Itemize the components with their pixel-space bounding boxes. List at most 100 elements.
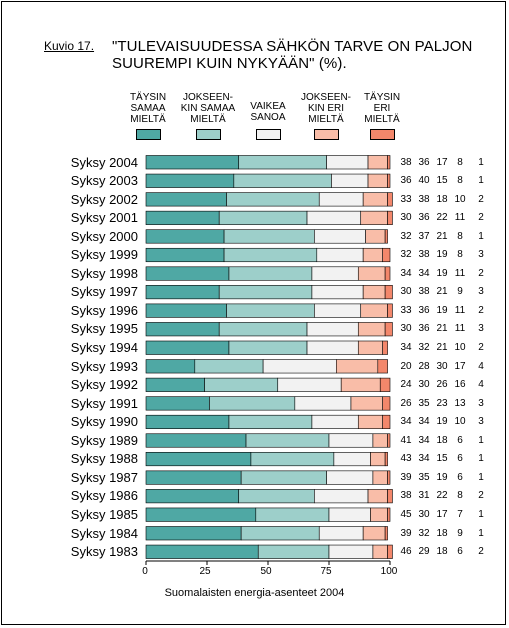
data-label: 32 bbox=[400, 230, 412, 242]
bar-segment bbox=[145, 396, 210, 411]
bar-segment bbox=[384, 451, 388, 467]
data-label: 38 bbox=[418, 286, 430, 298]
category-label: Syksy 1993 bbox=[70, 358, 138, 374]
data-label: 8 bbox=[457, 175, 463, 187]
bar-segment bbox=[357, 340, 383, 355]
data-label: 6 bbox=[457, 434, 463, 446]
bar-segment bbox=[145, 433, 247, 448]
bar-segment bbox=[145, 526, 242, 541]
data-label: 3 bbox=[478, 397, 484, 409]
data-label: 11 bbox=[454, 304, 466, 316]
data-label: 3 bbox=[478, 286, 484, 298]
bar-segment bbox=[360, 303, 388, 318]
data-label: 1 bbox=[478, 156, 484, 168]
bar-segment bbox=[145, 229, 225, 244]
data-label: 7 bbox=[457, 508, 463, 520]
data-label: 19 bbox=[436, 304, 448, 316]
bar-segment bbox=[384, 322, 393, 337]
bar-segment bbox=[382, 414, 391, 430]
data-label: 10 bbox=[454, 193, 466, 205]
bar-segment bbox=[218, 210, 308, 225]
bar-segment bbox=[145, 340, 230, 355]
bar-segment bbox=[382, 247, 391, 263]
bar-segment bbox=[387, 544, 393, 559]
legend-label-2: JOKSEEN- KIN SAMAA MIELTÄ bbox=[180, 92, 236, 125]
data-label: 11 bbox=[454, 212, 466, 224]
bar-segment bbox=[331, 173, 369, 188]
data-label: 1 bbox=[478, 230, 484, 242]
bar-segment bbox=[255, 507, 330, 522]
data-label: 34 bbox=[418, 453, 430, 465]
figure-label: Kuvio 17. bbox=[44, 39, 95, 53]
legend-swatch-1 bbox=[136, 129, 161, 140]
data-label: 34 bbox=[400, 342, 412, 353]
bar-segment bbox=[240, 470, 327, 485]
data-label: 1 bbox=[478, 175, 484, 187]
bar-segment bbox=[250, 451, 335, 467]
data-label: 36 bbox=[418, 304, 430, 316]
bar-segment bbox=[218, 322, 308, 337]
category-label: Syksy 1983 bbox=[70, 544, 138, 560]
data-label: 8 bbox=[457, 490, 463, 502]
x-tick-100: 100 bbox=[380, 566, 398, 577]
data-label: 34 bbox=[418, 434, 430, 446]
data-label: 3 bbox=[478, 416, 484, 428]
data-label: 30 bbox=[436, 360, 448, 372]
bar-segment bbox=[277, 377, 342, 392]
data-label: 30 bbox=[400, 323, 412, 335]
data-label: 6 bbox=[457, 546, 463, 558]
bar-segment bbox=[377, 359, 388, 374]
bar-segment bbox=[228, 340, 308, 355]
bar-segment bbox=[379, 377, 391, 392]
data-label: 21 bbox=[436, 323, 448, 335]
x-tick-0: 0 bbox=[142, 566, 148, 577]
category-label: Syksy 2004 bbox=[70, 154, 138, 170]
legend-swatch-5 bbox=[370, 129, 395, 140]
data-label: 19 bbox=[436, 416, 448, 428]
data-label: 34 bbox=[400, 416, 412, 428]
bar-segment bbox=[226, 303, 315, 318]
bar-segment bbox=[316, 247, 364, 263]
category-label: Syksy 2002 bbox=[70, 191, 138, 207]
data-label: 24 bbox=[400, 379, 412, 391]
bar-segment bbox=[370, 507, 388, 522]
data-label: 3 bbox=[478, 249, 484, 261]
bar-segment bbox=[145, 210, 220, 225]
bar-segment bbox=[362, 192, 388, 207]
bar-segment bbox=[314, 489, 369, 504]
category-label: Syksy 1995 bbox=[70, 321, 138, 337]
bar-segment bbox=[318, 192, 364, 207]
category-label: Syksy 1986 bbox=[70, 488, 138, 504]
category-label: Syksy 1987 bbox=[70, 469, 138, 485]
data-label: 19 bbox=[436, 249, 448, 261]
bar-segment bbox=[314, 229, 366, 244]
data-label: 32 bbox=[400, 249, 412, 261]
data-label: 10 bbox=[454, 416, 466, 428]
bar-segment bbox=[384, 266, 391, 281]
bar-segment bbox=[387, 433, 391, 448]
legend-label-5: TÄYSIN ERI MIELTÄ bbox=[363, 92, 401, 125]
data-label: 22 bbox=[436, 490, 448, 502]
bar-segment bbox=[362, 285, 386, 300]
category-label: Syksy 1998 bbox=[70, 265, 138, 281]
category-label: Syksy 1999 bbox=[70, 247, 138, 263]
data-label: 32 bbox=[418, 527, 430, 539]
bar-segment bbox=[226, 192, 320, 207]
data-label: 1 bbox=[478, 471, 484, 483]
data-label: 41 bbox=[400, 434, 412, 446]
data-label: 1 bbox=[478, 434, 484, 446]
bar-segment bbox=[218, 285, 313, 300]
category-label: Syksy 1994 bbox=[70, 340, 138, 355]
data-label: 38 bbox=[400, 490, 412, 502]
bar-segment bbox=[245, 433, 330, 448]
bar-segment bbox=[145, 544, 259, 559]
bar-segment bbox=[145, 173, 235, 188]
bar-segment bbox=[145, 247, 225, 263]
data-label: 6 bbox=[457, 471, 463, 483]
data-label: 21 bbox=[436, 230, 448, 242]
data-label: 4 bbox=[478, 379, 484, 391]
data-label: 2 bbox=[478, 490, 484, 502]
bar-segment bbox=[240, 526, 320, 541]
